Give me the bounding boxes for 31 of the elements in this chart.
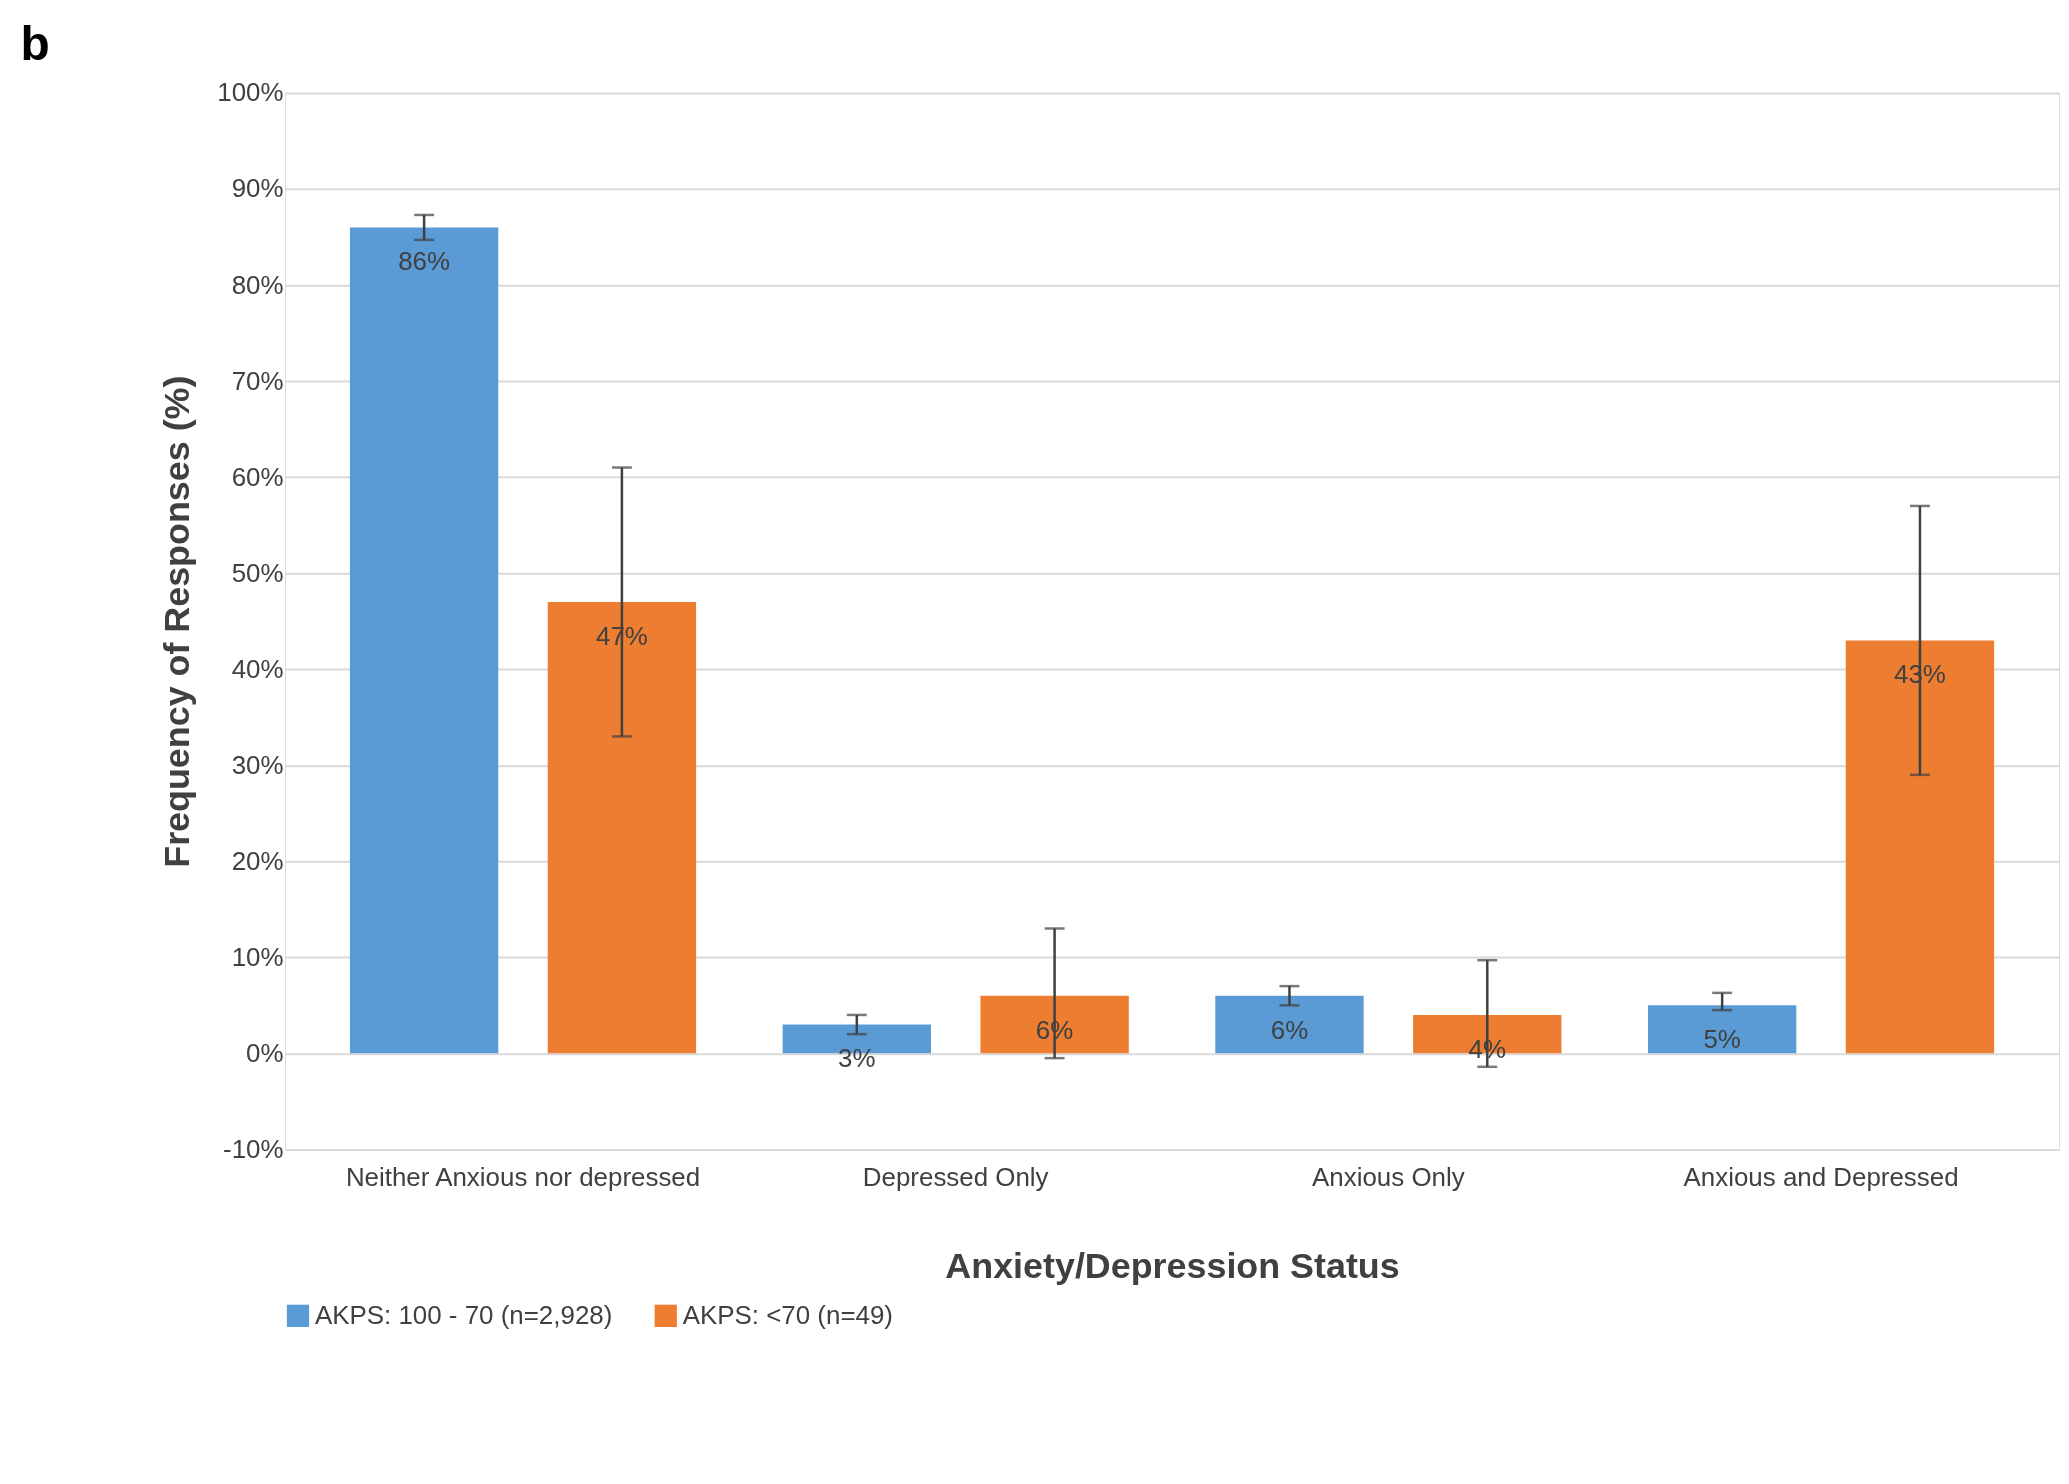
data-label: 86% [398, 247, 451, 276]
y-tick-label: 100% [217, 78, 284, 107]
x-axis-title: Anxiety/Depression Status [945, 1246, 1400, 1287]
x-tick-label: Neither Anxious nor depressed [345, 1162, 701, 1191]
y-tick-label: 80% [231, 270, 284, 299]
y-tick-label: 10% [231, 942, 284, 971]
bar [1647, 1005, 1797, 1054]
legend-label: AKPS: 100 - 70 (n=2,928) [314, 1300, 613, 1329]
data-label: 6% [1270, 1015, 1309, 1044]
bar [980, 995, 1129, 1054]
y-tick-label: 20% [231, 846, 284, 875]
data-label: 5% [1703, 1025, 1741, 1054]
bar [1845, 640, 1995, 1054]
y-tick-label: 90% [231, 174, 284, 203]
y-tick-label: 40% [231, 654, 284, 683]
y-tick-label: 60% [231, 462, 284, 491]
text: b [20, 17, 50, 71]
bar [1215, 995, 1364, 1054]
data-label: 3% [838, 1044, 876, 1073]
y-tick-label: 50% [231, 558, 284, 587]
y-tick-label: -10% [223, 1134, 284, 1163]
y-tick-label: 30% [231, 750, 284, 779]
y-tick-label: 70% [231, 366, 284, 395]
legend-label: AKPS: <70 (n=49) [682, 1300, 893, 1329]
x-tick-label: Anxious Only [1312, 1162, 1465, 1191]
x-tick-label: Anxious and Depressed [1683, 1162, 1959, 1191]
bar [547, 601, 697, 1054]
y-axis-title: Frequency of Responses (%) [157, 375, 198, 868]
y-tick-label: 0% [246, 1038, 284, 1067]
x-tick-label: Depressed Only [862, 1162, 1049, 1191]
bar [349, 227, 499, 1054]
